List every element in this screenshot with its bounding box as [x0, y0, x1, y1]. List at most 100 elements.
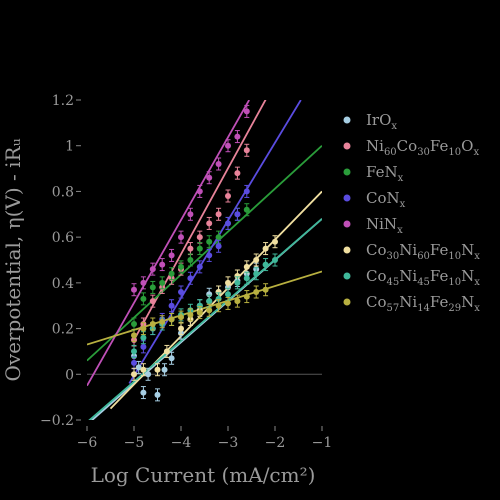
legend-marker: [343, 116, 351, 124]
y-tick-label: 0.2: [52, 322, 74, 338]
data-point: [272, 257, 278, 263]
data-point: [215, 289, 222, 295]
fit-line-2: [87, 145, 322, 362]
data-point: [272, 238, 278, 245]
fit-line-4: [87, 100, 250, 387]
data-point: [243, 206, 250, 213]
data-point: [215, 302, 222, 309]
data-point: [140, 389, 147, 396]
data-point: [149, 284, 156, 291]
legend-item-2[interactable]: FeNx: [343, 163, 404, 184]
fit-lines: [87, 100, 322, 420]
data-point: [149, 298, 156, 305]
data-point: [206, 174, 213, 181]
y-tick-label: 1: [65, 139, 74, 155]
data-point: [215, 211, 222, 218]
legend[interactable]: IrOx Ni60Co30Fe10Ox FeNx CoNx NiNx Co30Ni60Fe…: [343, 111, 481, 314]
data-point: [187, 245, 194, 252]
fit-line-3: [128, 100, 302, 384]
legend-item-5[interactable]: Co30Ni60Fe10Nx: [343, 241, 481, 262]
data-point: [178, 263, 184, 270]
y-tick-label: −0.2: [40, 413, 74, 429]
data-point: [168, 252, 175, 259]
data-point: [234, 170, 241, 177]
y-tick-label: 1.2: [52, 93, 74, 109]
data-point: [225, 291, 231, 298]
data-point: [253, 270, 260, 277]
data-point: [168, 316, 175, 323]
data-point: [225, 193, 231, 199]
data-point: [196, 188, 203, 195]
data-point: [131, 321, 137, 327]
data-point: [140, 343, 147, 350]
data-point: [135, 364, 142, 371]
legend-label: Ni60Co30Fe10Ox: [366, 137, 479, 158]
legend-marker: [343, 272, 351, 280]
x-tick-label: −2: [265, 435, 286, 451]
data-point: [178, 289, 184, 295]
data-point: [178, 314, 184, 321]
legend-item-3[interactable]: CoNx: [343, 189, 406, 210]
data-point: [161, 366, 168, 373]
data-point: [140, 325, 147, 332]
legend-label: FeNx: [366, 163, 404, 184]
legend-marker: [343, 220, 351, 228]
legend-item-0[interactable]: IrOx: [343, 111, 398, 132]
y-tick-label: 0: [65, 367, 74, 383]
data-point: [196, 309, 203, 316]
legend-label: Co57Ni14Fe29Nx: [366, 293, 480, 314]
x-tick-label: −3: [218, 435, 239, 451]
legend-item-6[interactable]: Co45Ni45Fe10Nx: [343, 267, 481, 288]
data-point: [140, 295, 147, 302]
data-point: [206, 252, 213, 259]
data-point: [206, 238, 213, 245]
data-point: [178, 234, 184, 241]
data-point: [243, 147, 250, 154]
data-point: [140, 279, 147, 286]
data-point: [196, 302, 203, 309]
legend-marker: [343, 142, 351, 150]
y-tick-label: 0.6: [52, 230, 74, 246]
data-point: [145, 371, 152, 378]
data-point: [140, 334, 147, 341]
data-point: [149, 321, 156, 327]
data-point: [196, 234, 203, 241]
data-point: [243, 108, 250, 115]
axes: −6 −5 −4 −3 −2 −1 −0.2 0 0.2 0.4 0.6 0.8 1 1.2: [40, 93, 332, 451]
y-tick-label: 0.4: [52, 276, 74, 292]
x-tick-label: −4: [171, 435, 192, 451]
data-point: [168, 270, 175, 277]
data-point: [243, 293, 250, 300]
legend-marker: [343, 194, 351, 202]
data-point: [243, 275, 250, 282]
data-point: [196, 245, 203, 252]
data-point: [187, 257, 194, 263]
data-point: [131, 348, 137, 355]
data-point: [234, 279, 241, 286]
data-point: [154, 391, 161, 398]
data-points: [131, 104, 278, 402]
data-point: [225, 300, 231, 307]
fit-line-1: [133, 100, 267, 341]
legend-label: NiNx: [366, 215, 403, 236]
data-point: [159, 261, 166, 268]
data-point: [168, 302, 175, 309]
y-axis-title: Overpotential, η(V) - iRᵤ: [1, 138, 25, 381]
data-point: [168, 355, 175, 362]
data-point: [225, 279, 231, 286]
data-point: [131, 286, 137, 293]
legend-item-4[interactable]: NiNx: [343, 215, 404, 236]
legend-item-7[interactable]: Co57Ni14Fe29Nx: [343, 293, 481, 314]
data-point: [215, 243, 222, 250]
data-point: [234, 273, 241, 279]
legend-marker: [343, 168, 351, 176]
y-tick-label: 0.8: [52, 184, 74, 200]
data-point: [187, 275, 194, 282]
legend-label: IrOx: [366, 111, 397, 132]
data-point: [163, 348, 170, 355]
data-point: [262, 261, 269, 268]
legend-item-1[interactable]: Ni60Co30Fe10Ox: [343, 137, 480, 158]
data-point: [243, 188, 250, 195]
data-point: [159, 279, 166, 286]
